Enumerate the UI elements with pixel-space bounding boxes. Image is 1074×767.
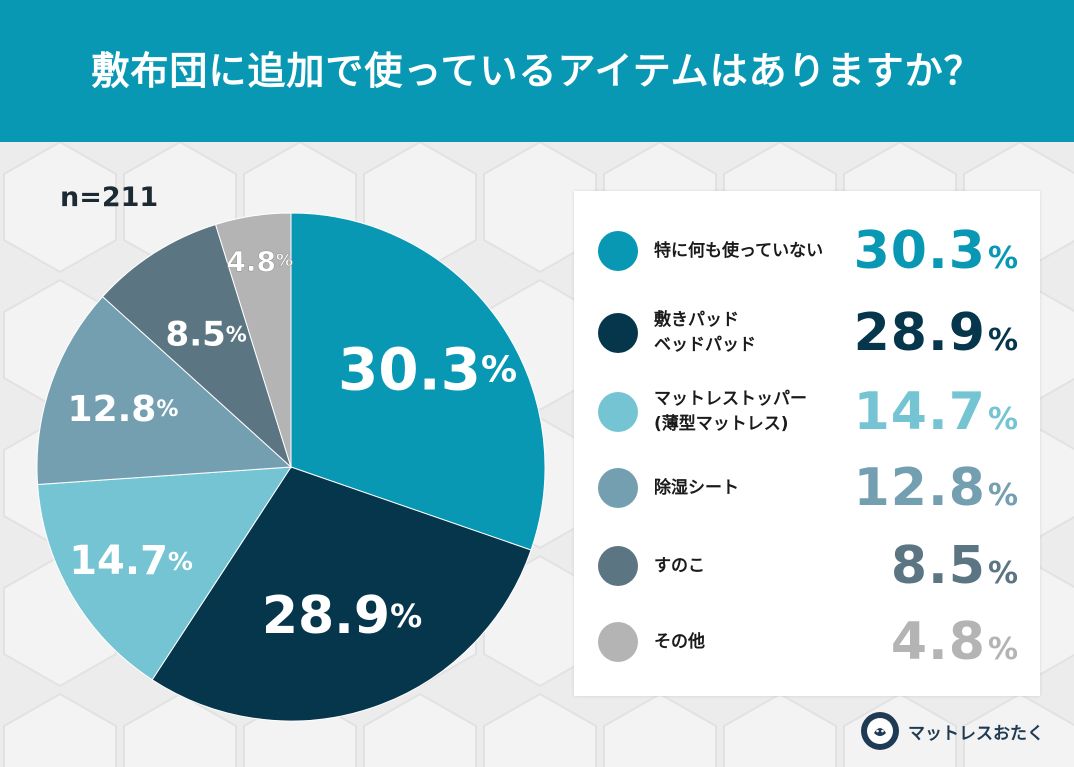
legend-value-number: 8.5: [890, 536, 986, 596]
legend-item: 除湿シート 12.8%: [574, 458, 1040, 518]
pie-slice-label: 12.8%: [68, 388, 179, 429]
legend-item: 敷きパッド ベッドパッド 28.9%: [574, 303, 1040, 363]
legend-swatch: [598, 313, 638, 353]
pie-slice-label: 8.5%: [166, 314, 247, 354]
legend-item: すのこ 8.5%: [574, 536, 1040, 596]
legend-swatch: [598, 468, 638, 508]
legend-label: その他: [654, 631, 705, 652]
legend-value-unit: %: [987, 555, 1018, 591]
brand-logo: マットレスおたく: [860, 711, 1044, 751]
legend-swatch: [598, 231, 638, 271]
legend-value: 12.8%: [854, 458, 1018, 518]
legend-value-number: 30.3: [853, 221, 986, 281]
legend-label: 除湿シート: [654, 477, 739, 498]
pie-slice-label: 30.3%: [338, 336, 517, 404]
legend-swatch: [598, 546, 638, 586]
legend-label: マットレストッパー (薄型マットレス): [654, 389, 807, 434]
pie-slice: [101, 223, 293, 469]
legend-value: 30.3%: [854, 221, 1018, 281]
legend-panel: 特に何も使っていない 30.3% 敷きパッド ベッドパッド 28.9% マットレストッパ…: [574, 191, 1040, 696]
legend-value: 4.8%: [891, 612, 1018, 672]
pie-slice: [37, 466, 292, 681]
legend-item: その他 4.8%: [574, 612, 1040, 672]
legend-value-number: 4.8: [890, 612, 986, 672]
legend-value-unit: %: [987, 401, 1018, 437]
legend-value: 8.5%: [891, 536, 1018, 596]
legend-item: マットレストッパー (薄型マットレス) 14.7%: [574, 382, 1040, 442]
legend-value-unit: %: [987, 477, 1018, 513]
sample-size: n=211: [60, 182, 159, 213]
pie-slice: [214, 212, 292, 468]
legend-value-unit: %: [987, 631, 1018, 667]
legend-value-unit: %: [987, 240, 1018, 276]
header-bar: 敷布団に追加で使っているアイテムはありますか？: [0, 0, 1074, 142]
legend-value-unit: %: [987, 322, 1018, 358]
legend-value-number: 12.8: [853, 458, 986, 518]
legend-label: 特に何も使っていない: [654, 240, 824, 261]
legend-swatch: [598, 392, 638, 432]
legend-label: すのこ: [654, 555, 705, 576]
chart-title: 敷布団に追加で使っているアイテムはありますか？: [91, 48, 983, 93]
legend-value: 28.9%: [854, 303, 1018, 363]
legend-value: 14.7%: [854, 382, 1018, 442]
legend-label: 敷きパッド ベッドパッド: [654, 310, 756, 355]
legend-item: 特に何も使っていない 30.3%: [574, 221, 1040, 281]
pie-slice: [151, 466, 532, 722]
brand-badge-icon: [861, 712, 899, 750]
legend-value-number: 28.9: [853, 303, 986, 363]
pie-slice-label: 14.7%: [69, 538, 193, 584]
brand-name: マットレスおたく: [908, 723, 1044, 744]
legend-value-number: 14.7: [853, 382, 986, 442]
pie-slice: [36, 295, 293, 486]
pie-slice-label: 4.8%: [226, 245, 293, 278]
pie-slice-label: 28.9%: [262, 586, 422, 646]
legend-swatch: [598, 622, 638, 662]
pie-slice: [290, 212, 546, 551]
